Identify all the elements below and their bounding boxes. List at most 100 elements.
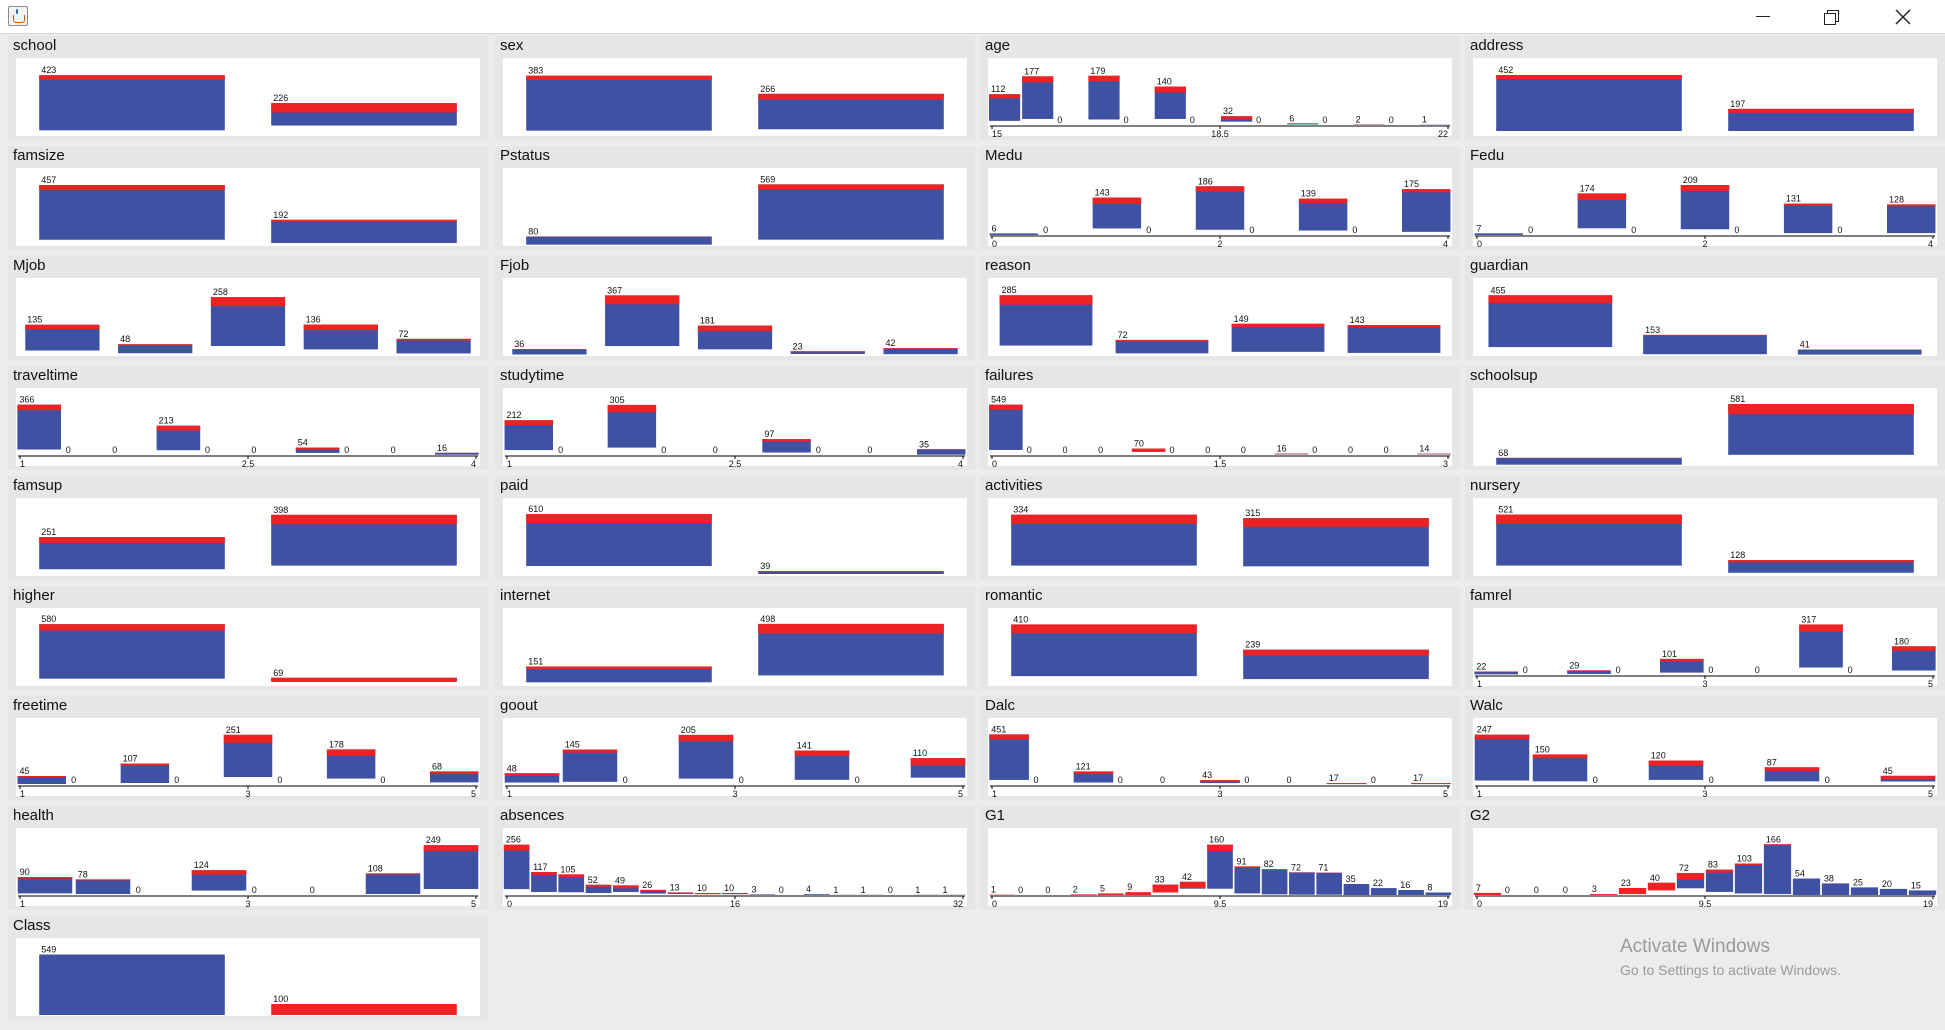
histogram-panel-mjob[interactable]: 135 48 258 136 72 Mjob	[8, 256, 488, 360]
bar-class-a	[434, 452, 479, 455]
histogram-title: famrel	[1470, 587, 1512, 604]
histogram-plot: 247 150 0 120 0 87 0 45 1 3 5	[1473, 718, 1937, 799]
histogram-panel-school[interactable]: 423 226 school	[8, 36, 488, 140]
bar-class-b	[1496, 75, 1682, 80]
x-axis-tick-label: 3	[732, 789, 737, 799]
histogram-panel-traveltime[interactable]: 366 0 0 213 0 0 54 0 0 16 1 2.5 4 traveltime	[8, 366, 488, 470]
bar-class-a	[1680, 185, 1730, 230]
histogram-panel-nursery[interactable]: 521 128 nursery	[1465, 476, 1945, 580]
bar-class-b	[988, 94, 1021, 99]
close-button[interactable]	[1880, 0, 1926, 33]
histogram-panel-class[interactable]: 549 100 Class	[8, 916, 488, 1020]
histogram-plot: 112 177 0 179 0 140 0 32 0 6 0 2 0 1 15 18.5 22	[988, 58, 1452, 139]
bar-count-label: 498	[760, 614, 775, 624]
histogram-plot: 366 0 0 213 0 0 54 0 0 16 1 2.5 4	[16, 388, 480, 469]
x-axis-tick-label: 1.5	[1214, 459, 1227, 469]
minimize-button[interactable]	[1740, 0, 1786, 33]
bar-count-label: 5	[1100, 883, 1105, 893]
histogram-panel-famrel[interactable]: 22 0 29 0 101 0 0 317 0 180 1 3 5 famrel	[1465, 586, 1945, 690]
bar-class-b	[526, 514, 712, 523]
histogram-panel-fjob[interactable]: 36 367 181 23 42 Fjob	[495, 256, 975, 360]
histogram-panel-dalc[interactable]: 451 0 121 0 0 43 0 0 17 0 17 1 3 5 Dalc	[980, 696, 1460, 800]
bar-class-a	[1022, 76, 1054, 119]
histogram-panel-g2[interactable]: 7 0 0 0 3 23 40 72 83 103 166 54 38 25 20 15 0 9.5 19 G2	[1465, 806, 1945, 910]
histogram-panel-famsize[interactable]: 457 192 famsize	[8, 146, 488, 250]
histogram-panel-sex[interactable]: 383 266 sex	[495, 36, 975, 140]
bar-count-label: 22	[1373, 878, 1383, 888]
bar-count-label: 40	[1650, 873, 1660, 883]
bar-class-a	[585, 884, 612, 894]
bar-count-label: 153	[1645, 325, 1660, 335]
bar-count-label: 305	[610, 395, 625, 405]
bar-class-b	[156, 425, 201, 431]
histogram-panel-reason[interactable]: 285 72 149 143 reason	[980, 256, 1460, 360]
histogram-panel-activities[interactable]: 334 315 activities	[980, 476, 1460, 580]
bar-count-label: 0	[1160, 775, 1165, 785]
bar-count-label: 128	[1730, 550, 1745, 560]
bar-count-label: 0	[1523, 665, 1528, 675]
bar-class-a	[503, 844, 530, 890]
bar-class-a	[989, 734, 1029, 780]
bar-class-a	[1792, 878, 1821, 895]
bar-count-label: 179	[1090, 66, 1105, 76]
histogram-panel-goout[interactable]: 48 145 0 205 0 141 0 110 1 3 5 goout	[495, 696, 975, 800]
histogram-panel-pstatus[interactable]: 80 569 Pstatus	[495, 146, 975, 250]
bar-count-label: 25	[1853, 877, 1863, 887]
histogram-panel-schoolsup[interactable]: 68 581 schoolsup	[1465, 366, 1945, 470]
histogram-plot: 45 0 107 0 251 0 178 0 68 1 3 5	[16, 718, 480, 799]
bar-count-label: 2	[1356, 114, 1361, 124]
histogram-panel-medu[interactable]: 6 0 143 0 186 0 139 0 175 0 2 4 Medu	[980, 146, 1460, 250]
x-axis-tick-label: 4	[1443, 239, 1448, 249]
histogram-panel-freetime[interactable]: 45 0 107 0 251 0 178 0 68 1 3 5 freetime	[8, 696, 488, 800]
bar-class-b	[1618, 887, 1647, 895]
x-axis-tick-label: 2.5	[242, 459, 255, 469]
histogram-panel-internet[interactable]: 151 498 internet	[495, 586, 975, 690]
bar-count-label: 266	[760, 84, 775, 94]
histogram-panel-famsup[interactable]: 251 398 famsup	[8, 476, 488, 580]
bar-count-label: 209	[1683, 175, 1698, 185]
x-axis-tick-label: 3	[1702, 679, 1707, 689]
bar-count-label: 1	[943, 885, 948, 895]
bar-class-a	[1316, 872, 1343, 895]
bar-count-label: 249	[426, 835, 441, 845]
histogram-panel-g1[interactable]: 1 0 0 2 5 9 33 42 160 91 82 72 71 35 22 16 8 0 9.5 19 G1	[980, 806, 1460, 910]
histogram-title: health	[13, 807, 54, 824]
bar-count-label: 549	[991, 395, 1006, 405]
bar-count-label: 7	[1477, 223, 1482, 233]
bar-class-b	[1647, 882, 1676, 891]
histogram-panel-address[interactable]: 452 197 address	[1465, 36, 1945, 140]
histogram-panel-failures[interactable]: 549 0 0 0 70 0 0 0 16 0 0 0 14 0 1.5 3 failures	[980, 366, 1460, 470]
bar-class-b	[295, 447, 340, 450]
bar-class-b	[1474, 734, 1530, 740]
histogram-panel-fedu[interactable]: 7 0 174 0 209 0 131 0 128 0 2 4 Fedu	[1465, 146, 1945, 250]
histogram-plot: 68 581	[1473, 388, 1937, 466]
x-axis-tick-label: 5	[471, 899, 476, 909]
bar-class-a	[1231, 323, 1325, 352]
histogram-panel-walc[interactable]: 247 150 0 120 0 87 0 45 1 3 5 Walc	[1465, 696, 1945, 800]
histogram-panel-paid[interactable]: 610 39 paid	[495, 476, 975, 580]
bar-class-b	[1234, 866, 1261, 868]
bar-class-b	[758, 623, 944, 634]
histogram-panel-romantic[interactable]: 410 239 romantic	[980, 586, 1460, 690]
bar-class-b	[271, 103, 457, 113]
java-cup-icon[interactable]	[8, 6, 28, 26]
histogram-panel-studytime[interactable]: 212 0 305 0 0 97 0 0 35 1 2.5 4 studytime	[495, 366, 975, 470]
bar-count-label: 48	[120, 334, 130, 344]
bar-count-label: 13	[670, 882, 680, 892]
bar-class-b	[303, 324, 378, 331]
maximize-button[interactable]	[1808, 0, 1854, 33]
histogram-panel-age[interactable]: 112 177 0 179 0 140 0 32 0 6 0 2 0 1 15 18.5 22 age	[980, 36, 1460, 140]
histogram-panel-health[interactable]: 90 78 0 124 0 0 108 249 1 3 5 health	[8, 806, 488, 910]
bar-class-b	[1728, 108, 1914, 113]
histogram-panel-guardian[interactable]: 455 153 41 guardian	[1465, 256, 1945, 360]
histogram-panel-absences[interactable]: 256 117 105 52 49 26 13 10 10 3 0 4 1 1 0 1 1 0 16 32 absenc…	[495, 806, 975, 910]
bar-count-label: 140	[1157, 77, 1172, 87]
bar-class-a	[612, 885, 639, 893]
bar-class-b	[758, 184, 944, 190]
bar-class-b	[1195, 186, 1245, 192]
bar-class-a	[989, 233, 1039, 235]
bar-count-label: 0	[888, 885, 893, 895]
x-axis-tick-label: 5	[958, 789, 963, 799]
histogram-panel-higher[interactable]: 580 69 higher	[8, 586, 488, 690]
